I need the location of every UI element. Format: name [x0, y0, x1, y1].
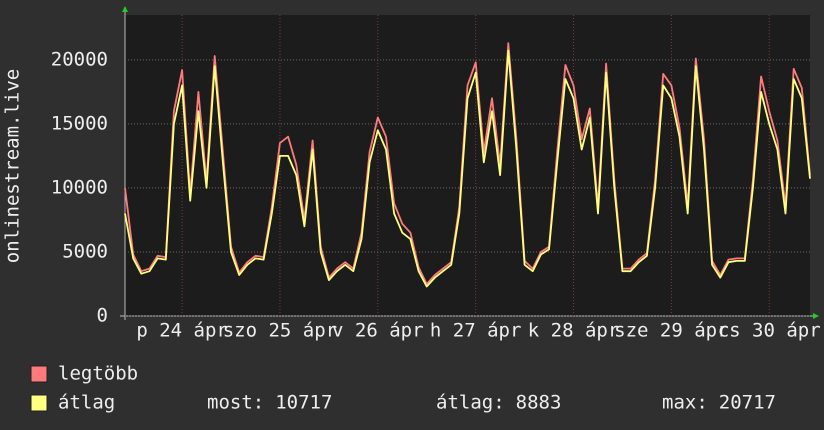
stat-value: 8883 — [516, 392, 562, 414]
y-tick-label: 5000 — [62, 240, 108, 262]
stat-label: most: — [207, 392, 264, 414]
legend-label: legtöbb — [58, 363, 138, 385]
stat-value: 10717 — [275, 392, 332, 414]
axis-arrow — [813, 313, 819, 319]
x-tick-label: h 27 ápr — [430, 320, 522, 342]
y-tick-label: 20000 — [51, 48, 108, 70]
x-tick-label: v 26 ápr — [332, 320, 424, 342]
y-tick-label: 15000 — [51, 112, 108, 134]
stat-label: max: — [662, 392, 708, 414]
x-tick-label: k 28 ápr — [528, 320, 620, 342]
y-tick-label: 10000 — [51, 176, 108, 198]
legend-swatch — [30, 365, 48, 383]
axis-arrow — [122, 6, 128, 12]
x-tick-label: cs 30 ápr — [718, 320, 821, 342]
legend-label: átlag — [58, 392, 115, 414]
series-line — [124, 49, 811, 288]
x-tick-label: szo 25 ápr — [223, 320, 337, 342]
stat-label: átlag: — [436, 392, 505, 414]
legend-swatch — [30, 394, 48, 412]
y-tick-label: 0 — [97, 305, 108, 327]
y-axis-label: onlinestream.live — [2, 69, 24, 263]
x-tick-label: sze 29 ápr — [614, 320, 728, 342]
x-tick-label: p 24 ápr — [136, 320, 228, 342]
stat-value: 20717 — [719, 392, 776, 414]
